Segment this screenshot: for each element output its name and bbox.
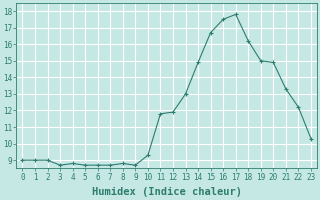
X-axis label: Humidex (Indice chaleur): Humidex (Indice chaleur) (92, 187, 242, 197)
